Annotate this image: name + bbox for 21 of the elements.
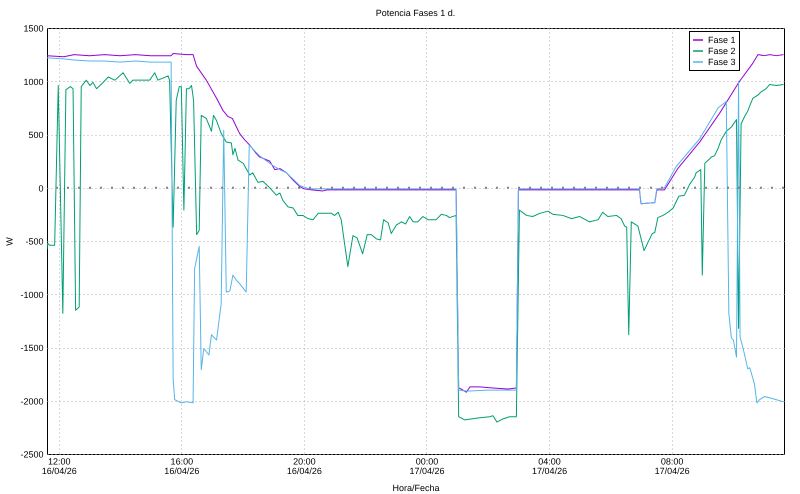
x-tick-label: 20:00 16/04/26 <box>286 456 322 476</box>
x-tick-label: 12:00 16/04/26 <box>42 456 77 476</box>
x-tick-label: 04:00 17/04/26 <box>532 456 568 476</box>
legend-label: Fase 3 <box>708 57 736 67</box>
x-tick-label: 08:00 17/04/26 <box>654 456 690 476</box>
y-tick-label: 1500 <box>23 24 44 34</box>
y-axis-title: W <box>4 236 14 246</box>
legend-label: Fase 2 <box>708 46 736 56</box>
y-tick-label: -2500 <box>20 450 44 460</box>
y-tick-label: -1500 <box>20 343 44 353</box>
y-tick-label: 500 <box>28 130 44 140</box>
legend-label: Fase 1 <box>708 35 736 45</box>
chart-title: Potencia Fases 1 d. <box>376 8 456 18</box>
y-tick-label: 1000 <box>23 76 44 87</box>
y-tick-label: -1000 <box>20 290 44 300</box>
x-tick-label: 00:00 17/04/26 <box>409 456 445 476</box>
y-tick-label: -500 <box>25 236 44 246</box>
y-tick-label: -2000 <box>20 396 44 406</box>
x-tick-label: 16:00 16/04/26 <box>164 456 200 476</box>
y-tick-label: 0 <box>38 183 44 194</box>
x-axis-title: Hora/Fecha <box>392 483 440 493</box>
